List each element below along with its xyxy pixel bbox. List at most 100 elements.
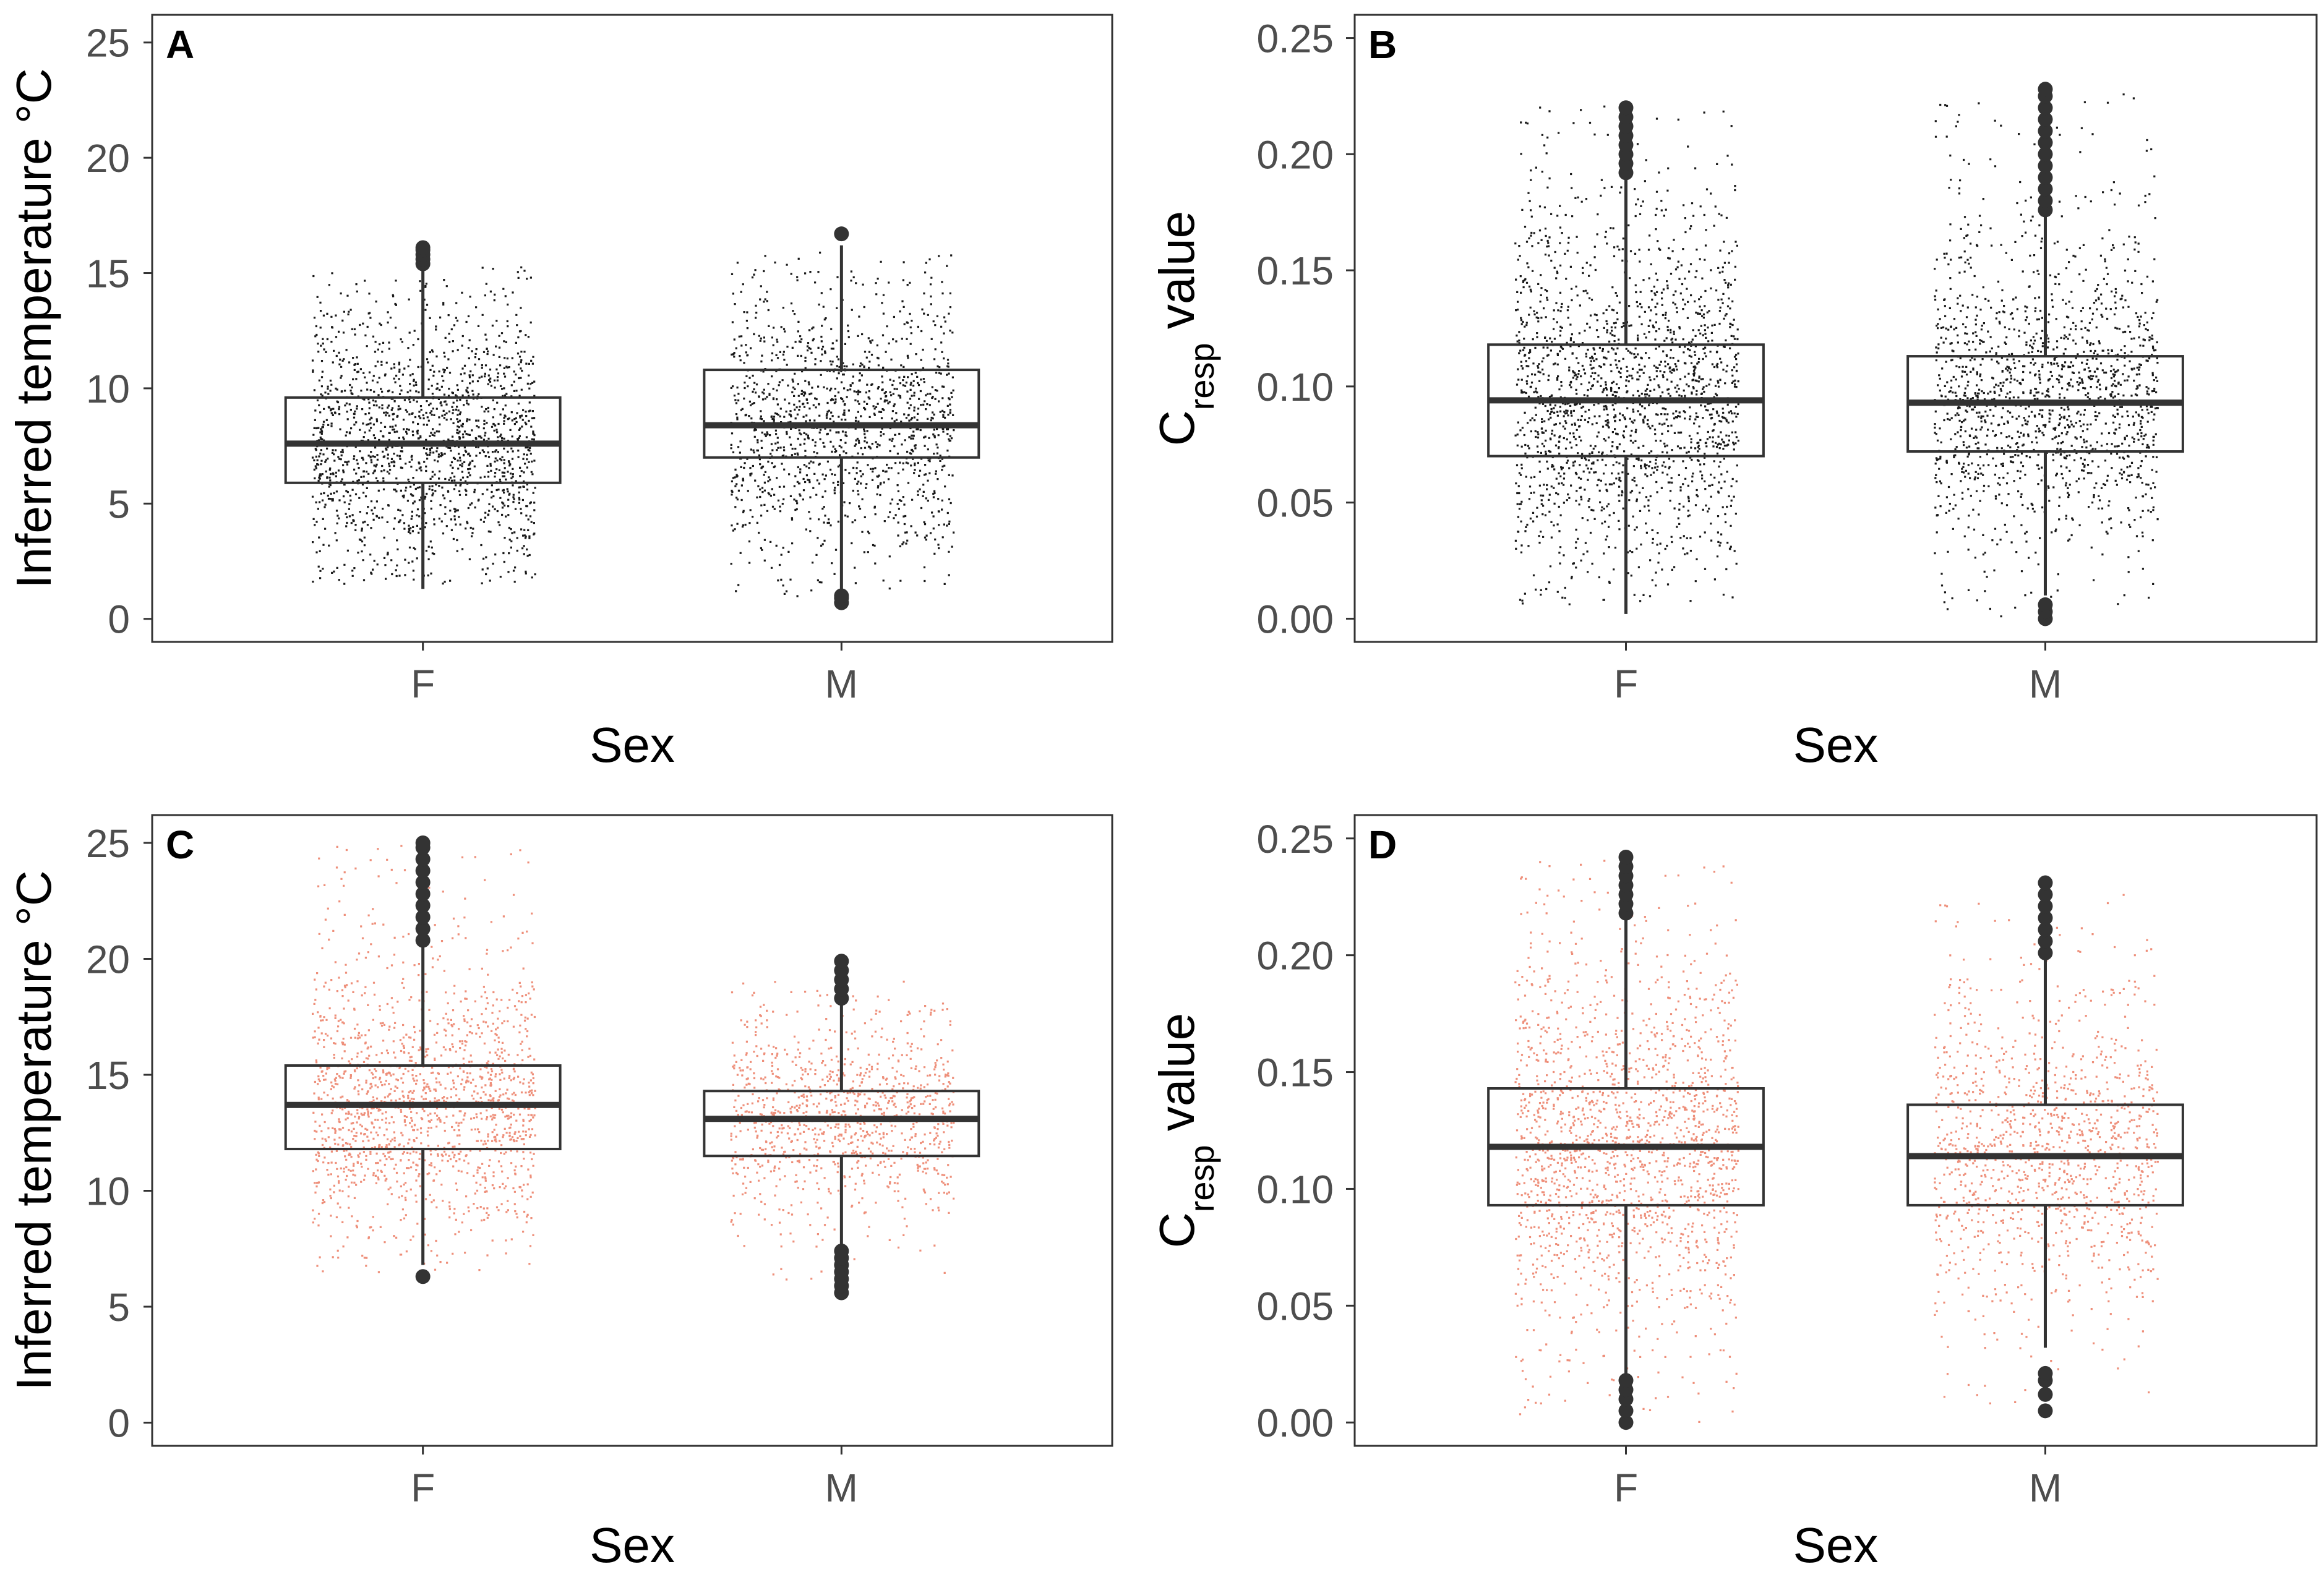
x-tick-label-m: M	[2029, 662, 2062, 706]
outlier-point	[2038, 922, 2053, 938]
outlier-point	[415, 933, 431, 948]
jitter-points-m	[730, 980, 955, 1281]
outlier-point	[2038, 597, 2053, 612]
y-axis-title: Cresp value	[1149, 211, 1221, 446]
panel-label: A	[166, 22, 194, 67]
x-axis-title: Sex	[590, 717, 675, 772]
outlier-point	[2038, 100, 2053, 116]
outlier-point	[2038, 181, 2053, 197]
y-tick-label: 5	[108, 482, 130, 526]
boxplot-m	[1906, 875, 2184, 1419]
panel-label: B	[1368, 22, 1397, 67]
boxplot-m	[703, 226, 980, 610]
y-tick-label: 5	[108, 1285, 130, 1330]
panel-b: 0.00 0.05 0.10 0.15 0.20 0.25 F M Sex Cresp value…	[1149, 14, 2318, 772]
box-iqr	[284, 396, 562, 484]
x-tick-label-f: F	[411, 1466, 435, 1510]
panel-label: C	[166, 822, 194, 867]
outlier-point	[415, 852, 431, 867]
y-tick-label: 0.25	[1256, 17, 1334, 61]
panel-border	[1353, 814, 2318, 1447]
y-tick-label: 20	[86, 136, 130, 181]
x-tick-label-m: M	[825, 1466, 858, 1510]
boxplot-m	[1906, 82, 2184, 626]
y-tick-label: 0.20	[1256, 132, 1334, 177]
y-axis-title: Inferred temperature °C	[6, 870, 61, 1390]
outlier-point	[834, 226, 849, 242]
x-tick-label-f: F	[1614, 662, 1638, 706]
y-axis-title: Cresp value	[1149, 1013, 1221, 1248]
panel-a: 0 5 10 15 20 25 F M Sex Inferred temperature °C A	[6, 14, 1113, 772]
outlier-point	[1618, 1415, 1634, 1430]
panel-b-jitter-points	[1514, 93, 2159, 618]
y-axis-title: Inferred temperature °C	[6, 68, 61, 588]
outlier-point	[415, 874, 431, 890]
outlier-point	[2038, 82, 2053, 97]
outlier-point	[2038, 1365, 2053, 1381]
x-tick-label-m: M	[825, 662, 858, 706]
y-tick-label: 25	[86, 21, 130, 66]
outlier-point	[2038, 135, 2053, 150]
y-tick-label: 0	[108, 597, 130, 642]
outlier-point	[2038, 147, 2053, 162]
boxplot-f	[284, 835, 562, 1284]
y-tick-label: 0.10	[1256, 365, 1334, 409]
outlier-point	[1618, 850, 1634, 865]
panels: 0 5 10 15 20 25 F M Sex Inferred temperature °C A 0…	[6, 14, 2318, 1572]
outlier-point	[415, 863, 431, 878]
boxplot-f	[1487, 850, 1765, 1430]
y-tick-label: 0.15	[1256, 249, 1334, 293]
outlier-point	[415, 910, 431, 925]
y-tick-label: 0.05	[1256, 1284, 1334, 1328]
outlier-point	[2038, 112, 2053, 127]
y-tick-label: 0.00	[1256, 1401, 1334, 1445]
outlier-point	[2038, 169, 2053, 185]
panel-c-jitter-points	[312, 845, 955, 1281]
outlier-point	[834, 954, 849, 969]
outlier-point	[834, 1244, 849, 1258]
outlier-point	[2038, 193, 2053, 208]
panel-d: 0.00 0.05 0.10 0.15 0.20 0.25 F M Sex Cresp value…	[1149, 814, 2318, 1572]
panel-label: D	[1368, 822, 1397, 867]
y-tick-label: 25	[86, 821, 130, 866]
outlier-point	[415, 240, 431, 255]
outlier-point	[2038, 910, 2053, 926]
outlier-point	[415, 921, 431, 936]
panel-border	[151, 14, 1113, 643]
outlier-point	[834, 588, 849, 604]
y-tick-label: 0.05	[1256, 481, 1334, 526]
outlier-point	[2038, 887, 2053, 902]
outlier-point	[2038, 945, 2053, 960]
jitter-points-f	[311, 266, 536, 585]
outlier-point	[415, 1269, 431, 1284]
x-axis-title: Sex	[1793, 1518, 1879, 1572]
y-tick-label: 20	[86, 938, 130, 982]
y-tick-label: 15	[86, 252, 130, 296]
outlier-point	[2038, 1403, 2053, 1419]
panel-a-jitter-points	[311, 251, 955, 597]
box-iqr	[703, 1090, 980, 1158]
boxplot-m	[703, 954, 980, 1301]
x-tick-label-f: F	[1614, 1466, 1638, 1510]
jitter-points-f	[1514, 105, 1739, 605]
jitter-points-f	[312, 845, 536, 1273]
outlier-point	[2038, 899, 2053, 914]
outlier-point	[1618, 100, 1634, 116]
y-tick-label: 10	[86, 1169, 130, 1214]
y-tick-label: 15	[86, 1053, 130, 1098]
boxplot-f	[284, 240, 562, 589]
y-tick-label: 0.00	[1256, 597, 1334, 641]
box-iqr	[703, 369, 980, 459]
panel-d-jitter-points	[1514, 860, 2159, 1423]
outlier-point	[2038, 875, 2053, 891]
jitter-points-m	[1934, 894, 2159, 1404]
x-tick-label-m: M	[2029, 1466, 2062, 1510]
y-tick-label: 0	[108, 1401, 130, 1446]
outlier-point	[415, 898, 431, 913]
outlier-point	[2038, 158, 2053, 174]
panel-border	[151, 814, 1113, 1447]
x-axis-title: Sex	[1793, 717, 1879, 772]
y-tick-label: 0.15	[1256, 1051, 1334, 1095]
